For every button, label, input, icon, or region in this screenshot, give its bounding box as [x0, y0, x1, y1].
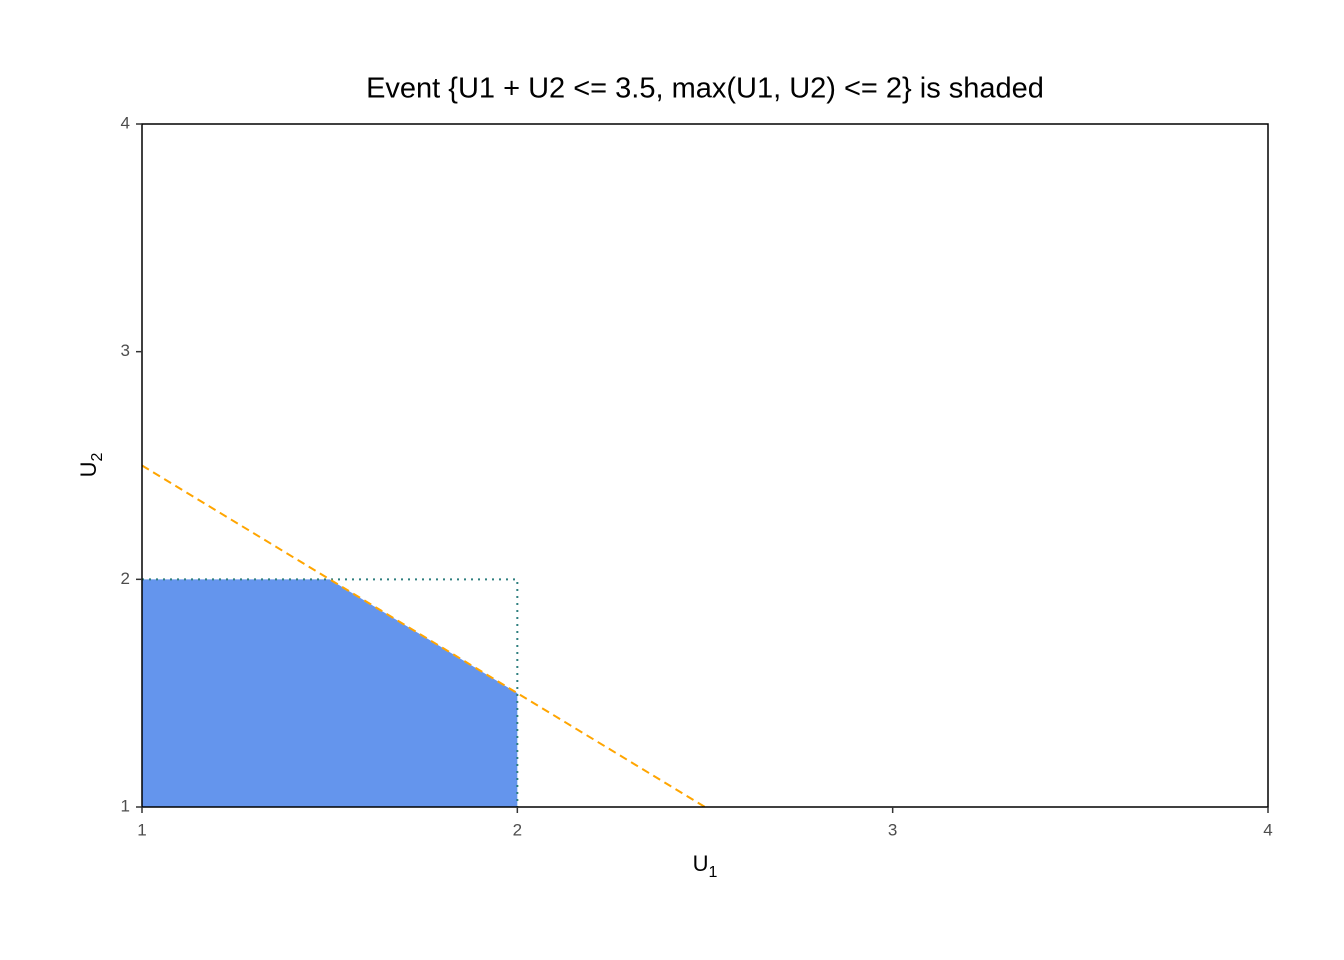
plot-border [141, 123, 1269, 808]
x-tick-label: 2 [513, 820, 522, 839]
chart-title: Event {U1 + U2 <= 3.5, max(U1, U2) <= 2}… [366, 73, 1044, 105]
x-axis-label: U1 [693, 851, 718, 881]
x-tick-label: 4 [1263, 820, 1272, 839]
x-axis-label-sub: 1 [708, 864, 717, 881]
y-axis-label: U2 [76, 453, 106, 478]
y-axis-label-text: U [76, 462, 101, 478]
y-tick-label: 2 [121, 569, 130, 588]
x-tick-label: 1 [137, 820, 146, 839]
y-tick-label: 4 [121, 113, 130, 132]
boundary-line [141, 464, 706, 808]
x-axis-label-text: U [693, 851, 709, 876]
x-tick-label: 3 [888, 820, 897, 839]
y-tick-label: 1 [121, 796, 130, 815]
y-tick-label: 3 [121, 341, 130, 360]
y-axis-label-sub: 2 [89, 453, 106, 462]
shaded-region [142, 579, 518, 807]
